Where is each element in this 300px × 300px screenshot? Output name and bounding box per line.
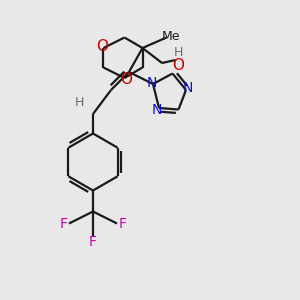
Text: H: H [75, 95, 84, 109]
Text: H: H [174, 46, 183, 59]
Text: Me: Me [162, 29, 180, 43]
Text: N: N [182, 81, 193, 95]
Text: O: O [96, 39, 108, 54]
Text: N: N [152, 103, 162, 117]
Text: N: N [146, 76, 157, 90]
Text: F: F [118, 217, 126, 230]
Text: O: O [172, 58, 184, 73]
Text: O: O [120, 72, 132, 87]
Text: F: F [89, 235, 97, 248]
Text: F: F [60, 217, 68, 230]
